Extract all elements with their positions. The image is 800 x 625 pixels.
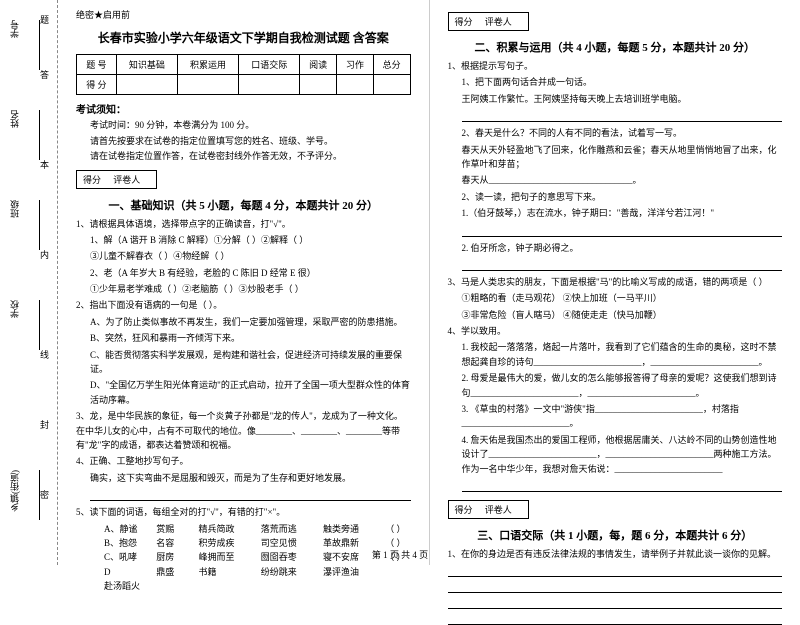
score-box: 得分 评卷人 <box>448 12 529 31</box>
binding-label-school: 学校 <box>8 300 21 318</box>
s2q1-stem: 1、根据提示写句子。 <box>448 59 783 73</box>
notice-item: 请在试卷指定位置作答，在试卷密封线外作答无效，不予评分。 <box>90 150 411 164</box>
s2q1-sub: 2、读一读，把句子的意思写下来。 <box>462 190 783 204</box>
marker: 答 <box>38 70 51 79</box>
q1-stem: 1、请根据具体语境，选择带点字的正确读音，打"√"。 <box>76 217 411 231</box>
q5-stem: 5、读下面的词语，每组全对的打"√"，有错的打"×"。 <box>76 505 411 519</box>
notice-item: 考试时间：90 分钟，本卷满分为 100 分。 <box>90 119 411 133</box>
answer-blank[interactable] <box>448 597 783 609</box>
q1-line: 2、老（A 年岁大 B 有经验，老脸的 C 陈旧 D 经常 E 很） <box>90 266 411 280</box>
s2q4-sub: 1. 我校起一落落落，烙起一片落叶，我看到了它们蕴含的生命的奥秘，这时不禁想起龚… <box>462 340 783 369</box>
s2q4-stem: 4、学以致用。 <box>448 324 783 338</box>
section-3-title: 三、口语交际（共 1 小题，每，题 6 分，本题共计 6 分） <box>448 527 783 543</box>
notice-title: 考试须知： <box>76 101 411 116</box>
s2q4-sub: 2. 母爱是最伟大的爱，做儿女的怎么能够报答得了母亲的爱呢？这使我们想到诗句__… <box>462 371 783 400</box>
q4-line: 确实，这下实弯曲不是屈服和毁灭，而是为了生存和更好地发展。 <box>90 471 411 485</box>
section-2-title: 二、积累与运用（共 4 小题，每题 5 分，本题共计 20 分） <box>448 39 783 55</box>
answer-blank[interactable] <box>90 489 411 501</box>
s2q3-opt: ①粗略的看（走马观花） ②快上加班（一马平川） <box>462 291 783 305</box>
exam-title: 长春市实验小学六年级语文下学期自我检测试题 含答案 <box>76 29 411 46</box>
s2q1-sub: 1、把下面两句话合并成一句话。 <box>462 75 783 89</box>
table-row: 得 分 <box>77 75 411 95</box>
score-label: 得分 <box>455 505 473 515</box>
s2q4-sub: 3. 《草虫的村落》一文中"游侠"指______________________… <box>462 402 783 431</box>
s2q4-sub: 4. 詹天佑是我国杰出的爱国工程师，他根据居庸关、八达岭不同的山势创造性地设计了… <box>462 433 783 476</box>
s2q1-line: 春天从________________________________。 <box>462 173 783 187</box>
binding-margin: 学号 题 答 姓名 本 班级 内 学校 线 封 乡镇(街道) 密 <box>0 0 58 565</box>
marker: 密 <box>38 490 51 499</box>
q2-opt: A、为了防止类似事故不再发生，我们一定要加强管理，采取严密的防患措施。 <box>90 315 411 329</box>
answer-blank[interactable] <box>462 259 783 271</box>
td[interactable] <box>300 75 337 95</box>
s2q1-line: 2. 伯牙所念，钟子期必得之。 <box>462 241 783 255</box>
marker: 内 <box>38 250 51 259</box>
th: 总分 <box>373 55 410 75</box>
td: 得 分 <box>77 75 117 95</box>
th: 积累运用 <box>177 55 238 75</box>
answer-blank[interactable] <box>462 225 783 237</box>
th: 口语交际 <box>239 55 300 75</box>
marker: 封 <box>38 420 51 429</box>
q2-opt: D、"全国亿万学生阳光体育运动"的正式启动，拉开了全国一项大型群众性的体育活动序… <box>90 378 411 407</box>
confidential-label: 绝密★启用前 <box>76 8 411 21</box>
s2q1-line: 1.（伯牙鼓琴，）志在流水，钟子期曰："善哉，洋洋兮若江河！" <box>462 206 783 220</box>
s2q3-opt: ③非常危险（盲人瞎马） ④随使走走（快马加鞭） <box>462 308 783 322</box>
binding-label-name: 姓名 <box>8 110 21 128</box>
s2q1-sub: 2、春天是什么？不同的人有不同的看法，试着写一写。 <box>462 126 783 140</box>
td[interactable] <box>337 75 374 95</box>
binding-label-town: 乡镇(街道) <box>8 470 21 512</box>
grader-label: 评卷人 <box>485 17 512 27</box>
grader-label: 评卷人 <box>113 175 140 185</box>
q2-opt: C、能否贯彻落实科学发展观，是构建和谐社会，促进经济可持续发展的重要保证。 <box>90 348 411 377</box>
answer-blank[interactable] <box>448 565 783 577</box>
td[interactable] <box>239 75 300 95</box>
q2-stem: 2、指出下面没有语病的一句是（ ）。 <box>76 298 411 312</box>
td[interactable] <box>116 75 177 95</box>
answer-blank[interactable] <box>448 581 783 593</box>
score-box: 得分 评卷人 <box>76 170 157 189</box>
s2q3-stem: 3、马是人类忠实的朋友，下面是根据"马"的比喻义写成的成语，错的两项是（ ） <box>448 275 783 289</box>
binding-field-name[interactable] <box>28 110 40 160</box>
grader-label: 评卷人 <box>485 505 512 515</box>
marker: 线 <box>38 350 51 359</box>
q5-row: A、静谧 赏赐 精兵简政 落荒而逃 触类旁通 （ ） <box>104 522 411 536</box>
answer-blank[interactable] <box>462 110 783 122</box>
answer-blank[interactable] <box>448 613 783 625</box>
q1-line: 1、解（A 谐开 B 消除 C 解释）①分解（ ）②解释（ ） <box>90 233 411 247</box>
score-label: 得分 <box>83 175 101 185</box>
marker: 本 <box>38 160 51 169</box>
table-row: 题 号 知识基础 积累运用 口语交际 阅读 习作 总分 <box>77 55 411 75</box>
th: 阅读 <box>300 55 337 75</box>
q3-stem: 3、龙，是中华民族的象征，每一个炎黄子孙都是"龙的传人"，龙成为了一种文化。在中… <box>76 409 411 452</box>
binding-field-id[interactable] <box>28 20 40 70</box>
th: 习作 <box>337 55 374 75</box>
q2-opt: B、突然，狂风和暴雨一齐倾泻下来。 <box>90 331 411 345</box>
q5-row: D 鼎盛 书籍 纷纷跳来 瀑评渔油 赴汤蹈火 <box>104 565 411 594</box>
marker: 题 <box>38 15 51 24</box>
binding-field-school[interactable] <box>28 300 40 350</box>
page-footer: 第 1 页 共 4 页 <box>0 548 800 561</box>
binding-label-class: 班级 <box>8 200 21 218</box>
notice-item: 请首先按要求在试卷的指定位置填写您的姓名、班级、学号。 <box>90 135 411 149</box>
s2q1-line: 春天从天外轻盈地飞了回来，化作雕燕和云雀；春天从地里悄悄地冒了出来，化作草叶和芽… <box>462 143 783 172</box>
binding-field-class[interactable] <box>28 200 40 250</box>
right-column: 得分 评卷人 二、积累与运用（共 4 小题，每题 5 分，本题共计 20 分） … <box>430 0 800 565</box>
score-box: 得分 评卷人 <box>448 500 529 519</box>
exam-page: 学号 题 答 姓名 本 班级 内 学校 线 封 乡镇(街道) 密 绝密★启用前 … <box>0 0 800 565</box>
q1-line: ③儿童不解春衣（ ）④物经解（ ） <box>90 249 411 263</box>
th: 题 号 <box>77 55 117 75</box>
binding-label-id: 学号 <box>8 20 21 38</box>
score-label: 得分 <box>455 17 473 27</box>
td[interactable] <box>373 75 410 95</box>
td[interactable] <box>177 75 238 95</box>
th: 知识基础 <box>116 55 177 75</box>
section-1-title: 一、基础知识（共 5 小题，每题 4 分，本题共计 20 分） <box>76 197 411 213</box>
score-table: 题 号 知识基础 积累运用 口语交际 阅读 习作 总分 得 分 <box>76 54 411 95</box>
s2q1-line: 王阿姨工作繁忙。王阿姨坚持每天晚上去培训班学电脑。 <box>462 92 783 106</box>
q1-line: ①少年易老学难成（ ）②老脑筋（ ）③炒股老手（ ） <box>90 282 411 296</box>
left-column: 绝密★启用前 长春市实验小学六年级语文下学期自我检测试题 含答案 题 号 知识基… <box>58 0 429 565</box>
answer-blank[interactable] <box>462 480 783 492</box>
q4-stem: 4、正确、工整地抄写句子。 <box>76 454 411 468</box>
